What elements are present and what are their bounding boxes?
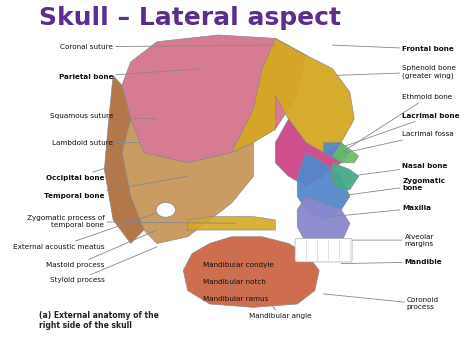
Text: Mandible: Mandible: [341, 259, 442, 265]
Text: Squamous suture: Squamous suture: [50, 113, 157, 119]
Text: Mandibular condyle: Mandibular condyle: [203, 247, 274, 268]
Polygon shape: [297, 153, 350, 220]
Text: External acoustic meatus: External acoustic meatus: [13, 210, 166, 250]
Text: Styloid process: Styloid process: [49, 247, 157, 283]
Polygon shape: [122, 35, 306, 163]
Polygon shape: [324, 143, 350, 163]
Text: Lacrimal fossa: Lacrimal fossa: [346, 131, 454, 153]
Text: Sphenoid bone
(greater wing): Sphenoid bone (greater wing): [337, 65, 456, 79]
Polygon shape: [297, 196, 350, 254]
Text: Zygomatic process of
temporal bone: Zygomatic process of temporal bone: [27, 215, 236, 228]
FancyBboxPatch shape: [295, 238, 352, 262]
Text: Nasal bone: Nasal bone: [350, 163, 448, 176]
Polygon shape: [104, 75, 144, 243]
Polygon shape: [332, 163, 359, 190]
Text: Alveolar
margins: Alveolar margins: [337, 234, 434, 246]
Text: Lambdoid suture: Lambdoid suture: [52, 140, 139, 146]
Text: Coronal suture: Coronal suture: [60, 44, 275, 50]
Text: Mandibular ramus: Mandibular ramus: [203, 277, 268, 302]
Text: Mandibular angle: Mandibular angle: [249, 304, 312, 319]
Polygon shape: [183, 237, 319, 307]
Text: Mandibular notch: Mandibular notch: [203, 260, 266, 285]
Text: Coronoid
process: Coronoid process: [324, 294, 439, 311]
Text: Ethmoid bone: Ethmoid bone: [341, 94, 453, 153]
Text: Maxilla: Maxilla: [332, 205, 431, 217]
Text: Frontal bone: Frontal bone: [332, 45, 454, 52]
Text: Temporal bone: Temporal bone: [44, 176, 188, 199]
Text: Mastoid process: Mastoid process: [46, 230, 157, 268]
Polygon shape: [231, 38, 354, 153]
Text: Zygomatic
bone: Zygomatic bone: [337, 178, 446, 196]
Circle shape: [156, 202, 175, 217]
Text: (a) External anatomy of the
right side of the skull: (a) External anatomy of the right side o…: [38, 311, 158, 330]
Polygon shape: [122, 119, 254, 243]
Polygon shape: [332, 143, 359, 163]
Text: Skull – Lateral aspect: Skull – Lateral aspect: [38, 6, 341, 31]
Polygon shape: [188, 217, 275, 230]
Text: Parietal bone: Parietal bone: [59, 68, 201, 80]
Text: Lacrimal bone: Lacrimal bone: [346, 113, 460, 146]
Text: Occipital bone: Occipital bone: [46, 163, 122, 181]
Polygon shape: [275, 119, 341, 186]
